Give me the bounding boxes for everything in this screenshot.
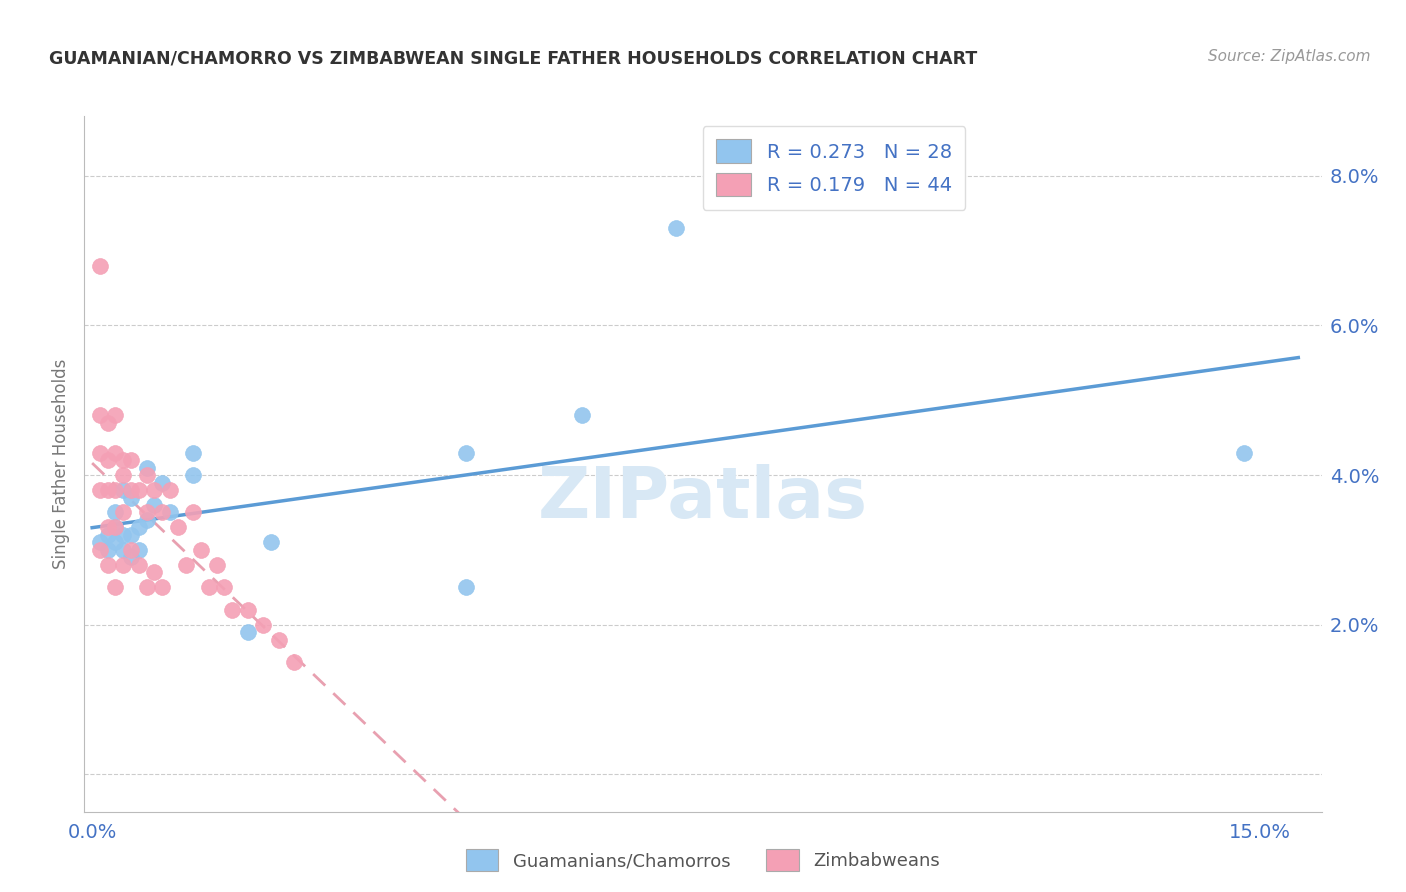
Point	[97, 558, 120, 572]
Point	[159, 483, 181, 497]
Point	[120, 453, 142, 467]
Point	[112, 453, 135, 467]
Point	[89, 259, 111, 273]
Point	[252, 617, 274, 632]
Point	[97, 542, 120, 557]
Point	[104, 535, 127, 549]
Point	[128, 558, 150, 572]
Point	[89, 445, 111, 459]
Point	[236, 625, 259, 640]
Point	[135, 513, 157, 527]
Point	[135, 468, 157, 483]
Point	[120, 528, 142, 542]
Point	[104, 483, 127, 497]
Point	[97, 416, 120, 430]
Point	[174, 558, 197, 572]
Point	[112, 558, 135, 572]
Point	[120, 550, 142, 565]
Point	[205, 558, 228, 572]
Point	[166, 520, 188, 534]
Point	[665, 221, 688, 235]
Point	[120, 491, 142, 505]
Point	[159, 506, 181, 520]
Point	[97, 520, 120, 534]
Point	[135, 506, 157, 520]
Point	[260, 535, 283, 549]
Point	[135, 580, 157, 594]
Point	[120, 483, 142, 497]
Point	[104, 506, 127, 520]
Point	[104, 408, 127, 422]
Point	[143, 483, 166, 497]
Point	[104, 520, 127, 534]
Point	[112, 506, 135, 520]
Text: ZIPatlas: ZIPatlas	[538, 464, 868, 533]
Point	[150, 506, 173, 520]
Point	[89, 408, 111, 422]
Point	[267, 632, 290, 647]
Point	[283, 655, 305, 669]
Point	[128, 483, 150, 497]
Legend: R = 0.273   N = 28, R = 0.179   N = 44: R = 0.273 N = 28, R = 0.179 N = 44	[703, 126, 966, 211]
Point	[150, 475, 173, 490]
Point	[143, 566, 166, 580]
Point	[128, 520, 150, 534]
Point	[97, 483, 120, 497]
Point	[190, 542, 212, 557]
Point	[89, 483, 111, 497]
Point	[181, 506, 204, 520]
Point	[104, 445, 127, 459]
Text: GUAMANIAN/CHAMORRO VS ZIMBABWEAN SINGLE FATHER HOUSEHOLDS CORRELATION CHART: GUAMANIAN/CHAMORRO VS ZIMBABWEAN SINGLE …	[49, 49, 977, 67]
Point	[120, 542, 142, 557]
Point	[104, 520, 127, 534]
Legend: Guamanians/Chamorros, Zimbabweans: Guamanians/Chamorros, Zimbabweans	[458, 842, 948, 879]
Point	[104, 580, 127, 594]
Point	[214, 580, 236, 594]
Point	[112, 468, 135, 483]
Point	[143, 498, 166, 512]
Point	[181, 468, 204, 483]
Point	[89, 535, 111, 549]
Point	[112, 542, 135, 557]
Point	[97, 528, 120, 542]
Point	[150, 580, 173, 594]
Point	[454, 445, 477, 459]
Point	[128, 542, 150, 557]
Point	[454, 580, 477, 594]
Point	[89, 542, 111, 557]
Point	[1233, 445, 1256, 459]
Point	[112, 528, 135, 542]
Point	[221, 603, 243, 617]
Point	[112, 483, 135, 497]
Text: Source: ZipAtlas.com: Source: ZipAtlas.com	[1208, 49, 1371, 64]
Point	[135, 460, 157, 475]
Point	[198, 580, 221, 594]
Point	[571, 408, 593, 422]
Point	[236, 603, 259, 617]
Point	[181, 445, 204, 459]
Y-axis label: Single Father Households: Single Father Households	[52, 359, 70, 569]
Point	[97, 453, 120, 467]
